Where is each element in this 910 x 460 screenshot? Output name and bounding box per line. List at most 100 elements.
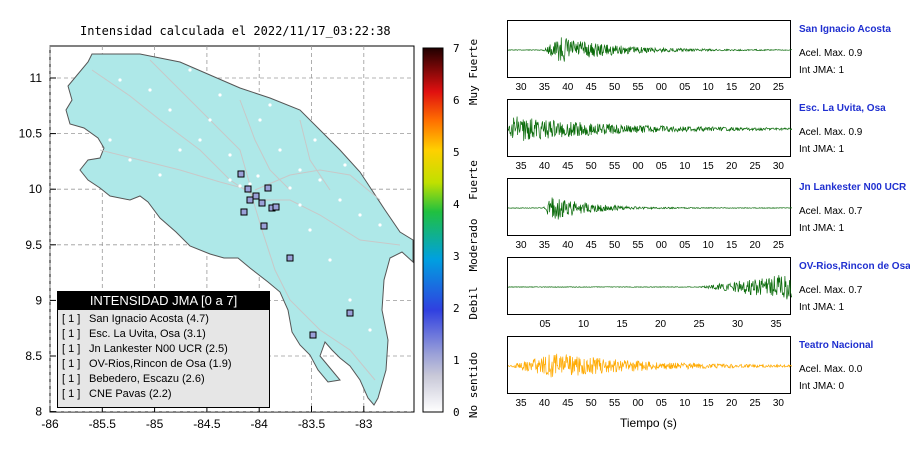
station-dot [378,223,382,227]
station-square [272,203,280,211]
colorbar-tick: 5 [453,146,460,159]
station-dot [358,213,362,217]
time-tick: 20 [749,240,761,251]
station-square [258,199,266,207]
legend-item-code: [ 1 ] [62,373,81,385]
time-tick: 35 [538,240,550,251]
station-max-accel: Acel. Max. 0.9 [799,127,863,138]
station-name[interactable]: San Ignacio Acosta [799,24,891,35]
station-dot [298,203,302,207]
station-dot [348,298,352,302]
station-dot [238,184,242,188]
colorbar-label: Fuerte [467,160,480,200]
station-jma-intensity: Int JMA: 0 [799,381,845,392]
time-tick: 35 [515,161,527,172]
time-tick: 00 [632,398,644,409]
time-tick: 55 [632,82,644,93]
colorbar-tick: 0 [453,406,460,419]
station-square [309,331,317,339]
map-x-tick: -85.5 [89,417,117,431]
map-y-tick: 10 [29,182,43,196]
seismogram-panel[interactable] [507,336,792,394]
map-y-tick: 9 [35,293,42,307]
time-tick: 40 [538,398,550,409]
time-tick: 55 [609,161,621,172]
seismogram-panel[interactable] [507,20,792,78]
time-tick: 40 [562,82,574,93]
station-name[interactable]: OV-Rios,Rincon de Osa [799,261,910,272]
station-jma-intensity: Int JMA: 1 [799,144,845,155]
legend-item: [ 1 ] Esc. La Uvita, Osa (3.1) [58,327,269,342]
time-tick: 45 [562,161,574,172]
station-dot [308,228,312,232]
map-x-tick: -84.5 [193,417,221,431]
station-dot [228,178,232,182]
time-tick: 25 [772,82,784,93]
time-tick: 45 [585,82,597,93]
station-square [240,208,248,216]
waveform-line [508,275,792,300]
time-tick: 35 [770,319,782,330]
station-dot [158,173,162,177]
station-square [286,254,294,262]
station-name[interactable]: Jn Lankester N00 UCR [799,182,907,193]
legend-item-code: [ 1 ] [62,358,81,370]
station-square [246,196,254,204]
station-dot [188,68,192,72]
time-tick: 05 [679,240,691,251]
time-tick: 15 [702,161,714,172]
station-max-accel: Acel. Max. 0.7 [799,206,863,217]
station-square [260,222,268,230]
seismogram-panel[interactable] [507,178,792,236]
legend-item-code: [ 1 ] [62,328,81,340]
seismogram-panel[interactable] [507,99,792,157]
time-tick: 50 [585,398,597,409]
seismogram-waveform [508,37,792,62]
time-tick: 30 [772,161,784,172]
station-name[interactable]: Esc. La Uvita, Osa [799,103,886,114]
legend-item: [ 1 ] Jn Lankester N00 UCR (2.5) [58,342,269,357]
time-tick: 05 [679,82,691,93]
station-square [252,192,260,200]
colorbar-label: No sentido [467,352,480,418]
seismogram-waveform [508,116,792,141]
waveform-line [508,353,792,378]
seismogram-waveform [508,197,792,220]
map-y-tick: 9.5 [25,238,42,252]
seismogram-panel[interactable] [507,257,792,315]
map-x-tick: -83 [355,417,373,431]
station-dot [118,78,122,82]
station-dot [168,108,172,112]
station-dot [368,328,372,332]
seismogram-waveform [508,353,792,378]
station-dot [128,158,132,162]
colorbar-tick: 6 [453,94,460,107]
legend-item: [ 1 ] OV-Rios,Rincon de Osa (1.9) [58,357,269,372]
legend-item-code: [ 1 ] [62,388,81,400]
legend-item-code: [ 1 ] [62,313,81,325]
map-y-tick: 8 [35,405,42,419]
intensity-legend: INTENSIDAD JMA [0 a 7] [ 1 ] San Ignacio… [57,291,270,408]
time-tick: 30 [731,319,744,330]
time-tick: 50 [609,240,621,251]
time-tick: 10 [702,240,714,251]
legend-item-code: [ 1 ] [62,343,81,355]
time-tick: 25 [749,398,761,409]
waveform-line [508,116,792,141]
time-tick: 30 [515,82,527,93]
map-y-tick: 8.5 [25,349,42,363]
map-x-tick: -84 [251,417,269,431]
colorbar-tick: 4 [453,198,460,211]
map-x-axis: -86 -85.5 -85 -84.5 -84 -83.5 -83 [41,406,373,431]
station-name[interactable]: Teatro Nacional [799,340,874,351]
colorbar-gradient [422,47,444,413]
legend-item-label: Jn Lankester N00 UCR (2.5) [86,343,228,355]
station-dot [298,168,302,172]
station-dot [268,103,272,107]
time-tick: 05 [539,319,551,330]
time-tick: 40 [538,161,550,172]
time-tick: 05 [655,161,667,172]
time-tick: 05 [655,398,667,409]
map-y-tick: 10.5 [19,127,43,141]
legend-item-label: CNE Pavas (2.2) [86,388,172,400]
